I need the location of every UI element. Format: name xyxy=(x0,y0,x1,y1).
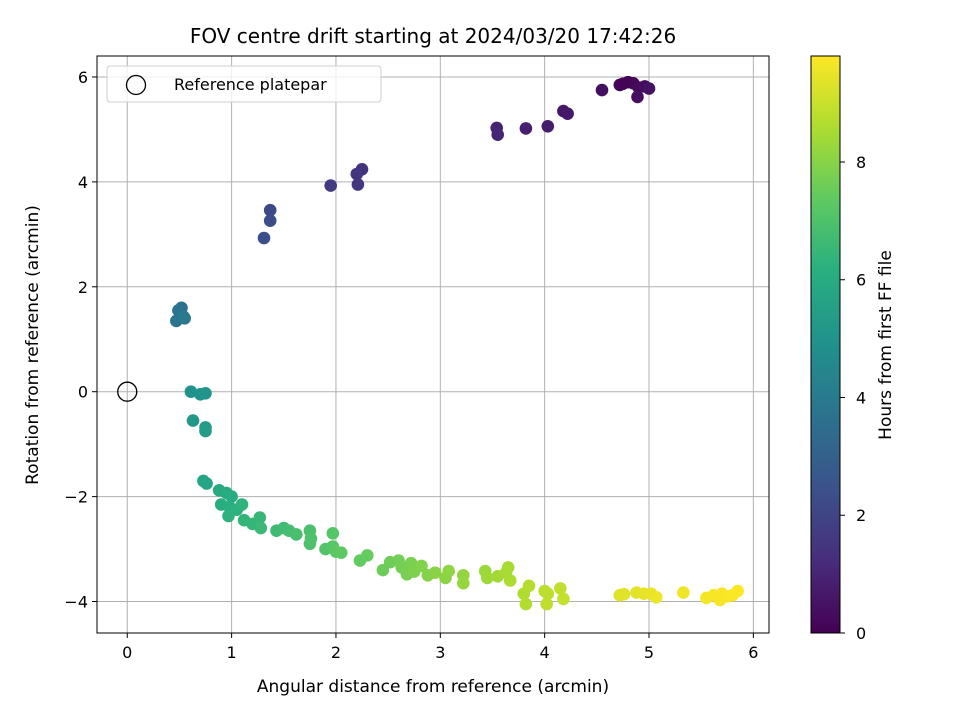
data-point xyxy=(554,582,567,595)
data-point xyxy=(442,564,456,578)
data-point xyxy=(650,591,663,604)
chart-title: FOV centre drift starting at 2024/03/20 … xyxy=(190,24,676,48)
data-point xyxy=(616,77,630,91)
y-tick-label: 4 xyxy=(78,173,88,192)
reference-marker xyxy=(117,381,138,402)
data-point xyxy=(415,559,428,573)
data-point xyxy=(519,122,533,135)
x-tick-label: 6 xyxy=(748,643,758,662)
data-point xyxy=(290,528,303,541)
colorbar-tick-label: 0 xyxy=(856,624,866,643)
data-point xyxy=(304,532,318,545)
data-point xyxy=(503,574,517,587)
y-tick-label: −2 xyxy=(64,488,88,507)
data-point xyxy=(263,214,277,227)
data-point xyxy=(186,414,200,427)
data-point xyxy=(731,584,744,598)
data-point xyxy=(522,579,536,593)
data-point xyxy=(631,90,644,104)
x-axis-label: Angular distance from reference (arcmin) xyxy=(257,677,609,697)
data-point xyxy=(334,546,348,559)
x-tick-label: 1 xyxy=(227,643,237,662)
data-point xyxy=(519,597,533,611)
y-tick-label: −4 xyxy=(64,593,88,612)
data-point xyxy=(199,387,212,400)
y-axis-label: Rotation from reference (arcmin) xyxy=(23,205,43,485)
data-point xyxy=(481,571,494,585)
data-point xyxy=(491,128,505,141)
data-point xyxy=(222,509,235,523)
data-points xyxy=(170,75,744,611)
data-point xyxy=(557,592,570,606)
reference-platepar-marker xyxy=(117,381,138,402)
legend-box xyxy=(106,65,382,103)
data-point xyxy=(199,424,212,438)
legend-marker-icon xyxy=(125,74,147,96)
data-point xyxy=(617,587,631,601)
plot-frame xyxy=(96,55,770,634)
x-axis-ticks: 0 1 2 3 4 5 6 xyxy=(122,633,758,662)
colorbar-tick-label: 2 xyxy=(856,506,866,525)
data-point xyxy=(561,107,574,120)
colorbar-tick-label: 8 xyxy=(856,153,866,172)
data-point xyxy=(541,120,555,133)
colorbar xyxy=(810,55,841,634)
legend-entry-reference: Reference platepar xyxy=(174,75,327,94)
x-tick-label: 4 xyxy=(540,643,550,662)
data-point xyxy=(326,527,340,540)
data-point xyxy=(595,83,609,97)
data-point xyxy=(351,178,365,191)
y-tick-label: 6 xyxy=(78,68,88,87)
data-point xyxy=(225,490,238,503)
data-point xyxy=(540,597,553,611)
data-point xyxy=(200,477,213,490)
grid-lines xyxy=(97,56,769,633)
data-point xyxy=(457,576,470,590)
y-axis-ticks: −4 −2 0 2 4 6 xyxy=(64,68,97,612)
data-point xyxy=(376,563,390,577)
data-point xyxy=(263,203,277,217)
data-point xyxy=(642,82,656,95)
data-point xyxy=(428,566,442,579)
data-point xyxy=(541,587,555,600)
data-point xyxy=(350,167,364,181)
legend: Reference platepar xyxy=(106,65,382,103)
x-tick-label: 0 xyxy=(122,643,132,662)
colorbar-tick-label: 6 xyxy=(856,271,866,290)
colorbar-tick-label: 4 xyxy=(856,388,866,407)
data-point xyxy=(178,312,191,325)
y-tick-label: 0 xyxy=(78,383,88,402)
data-point xyxy=(254,521,268,535)
x-tick-label: 5 xyxy=(644,643,654,662)
x-tick-label: 2 xyxy=(331,643,341,662)
data-point xyxy=(677,586,690,599)
y-tick-label: 2 xyxy=(78,278,88,297)
x-tick-label: 3 xyxy=(435,643,445,662)
data-point xyxy=(324,179,338,192)
data-point xyxy=(235,498,249,511)
data-point xyxy=(257,231,271,245)
colorbar-ticks: 0 2 4 6 8 xyxy=(840,153,866,643)
colorbar-label: Hours from first FF file xyxy=(876,250,896,440)
data-point xyxy=(253,511,267,524)
data-point xyxy=(361,549,374,562)
